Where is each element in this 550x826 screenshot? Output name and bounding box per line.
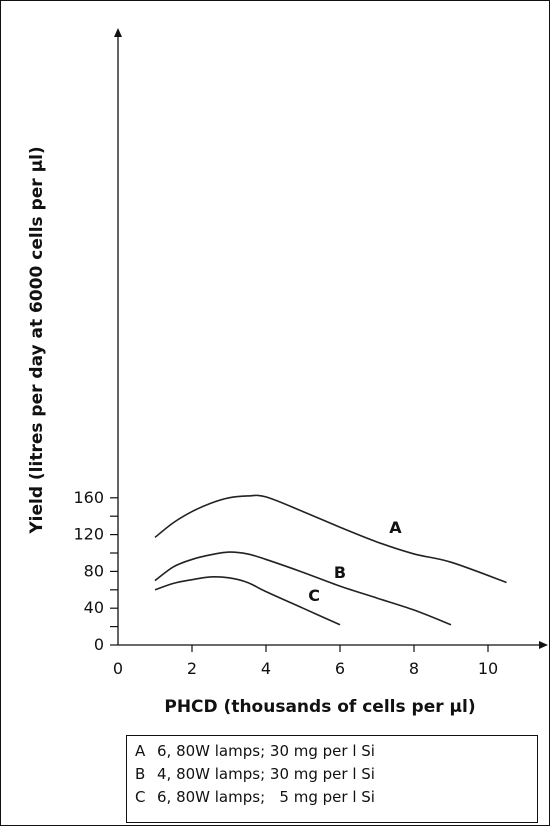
legend-key: A <box>135 741 146 760</box>
x-tick-label: 10 <box>478 659 498 678</box>
legend-key: C <box>135 787 146 806</box>
x-tick-label: 8 <box>409 659 419 678</box>
series-line-b <box>154 551 452 626</box>
x-tick-label: 2 <box>187 659 197 678</box>
x-tick-label: 4 <box>261 659 271 678</box>
x-tick-label: 6 <box>335 659 345 678</box>
legend-text: 4, 80W lamps; 30 mg per l Si <box>157 764 375 783</box>
y-tick-label: 160 <box>73 488 104 507</box>
y-axis-label: Yield (litres per day at 6000 cells per … <box>27 146 47 534</box>
curve-label-b: B <box>334 563 346 582</box>
legend: A 6, 80W lamps; 30 mg per l Si B 4, 80W … <box>126 735 538 823</box>
curve-label-c: C <box>308 586 320 605</box>
y-tick-label: 80 <box>84 561 104 580</box>
curve-label-a: A <box>389 518 402 537</box>
x-tick-label: 0 <box>113 659 123 678</box>
x-axis-label: PHCD (thousands of cells per µl) <box>164 697 475 717</box>
legend-item-b: B 4, 80W lamps; 30 mg per l Si <box>135 762 537 785</box>
y-tick-label: 0 <box>94 635 104 654</box>
legend-key: B <box>135 764 146 783</box>
legend-text: 6, 80W lamps; 5 mg per l Si <box>157 787 375 806</box>
series-line-a <box>154 494 507 584</box>
legend-item-c: C 6, 80W lamps; 5 mg per l Si <box>135 785 537 808</box>
series-line-c <box>154 576 341 626</box>
x-axis-arrow <box>539 641 548 649</box>
legend-text: 6, 80W lamps; 30 mg per l Si <box>157 741 375 760</box>
legend-item-a: A 6, 80W lamps; 30 mg per l Si <box>135 739 537 762</box>
y-axis-arrow <box>114 28 122 37</box>
y-tick-label: 40 <box>84 598 104 617</box>
y-tick-label: 120 <box>73 525 104 544</box>
